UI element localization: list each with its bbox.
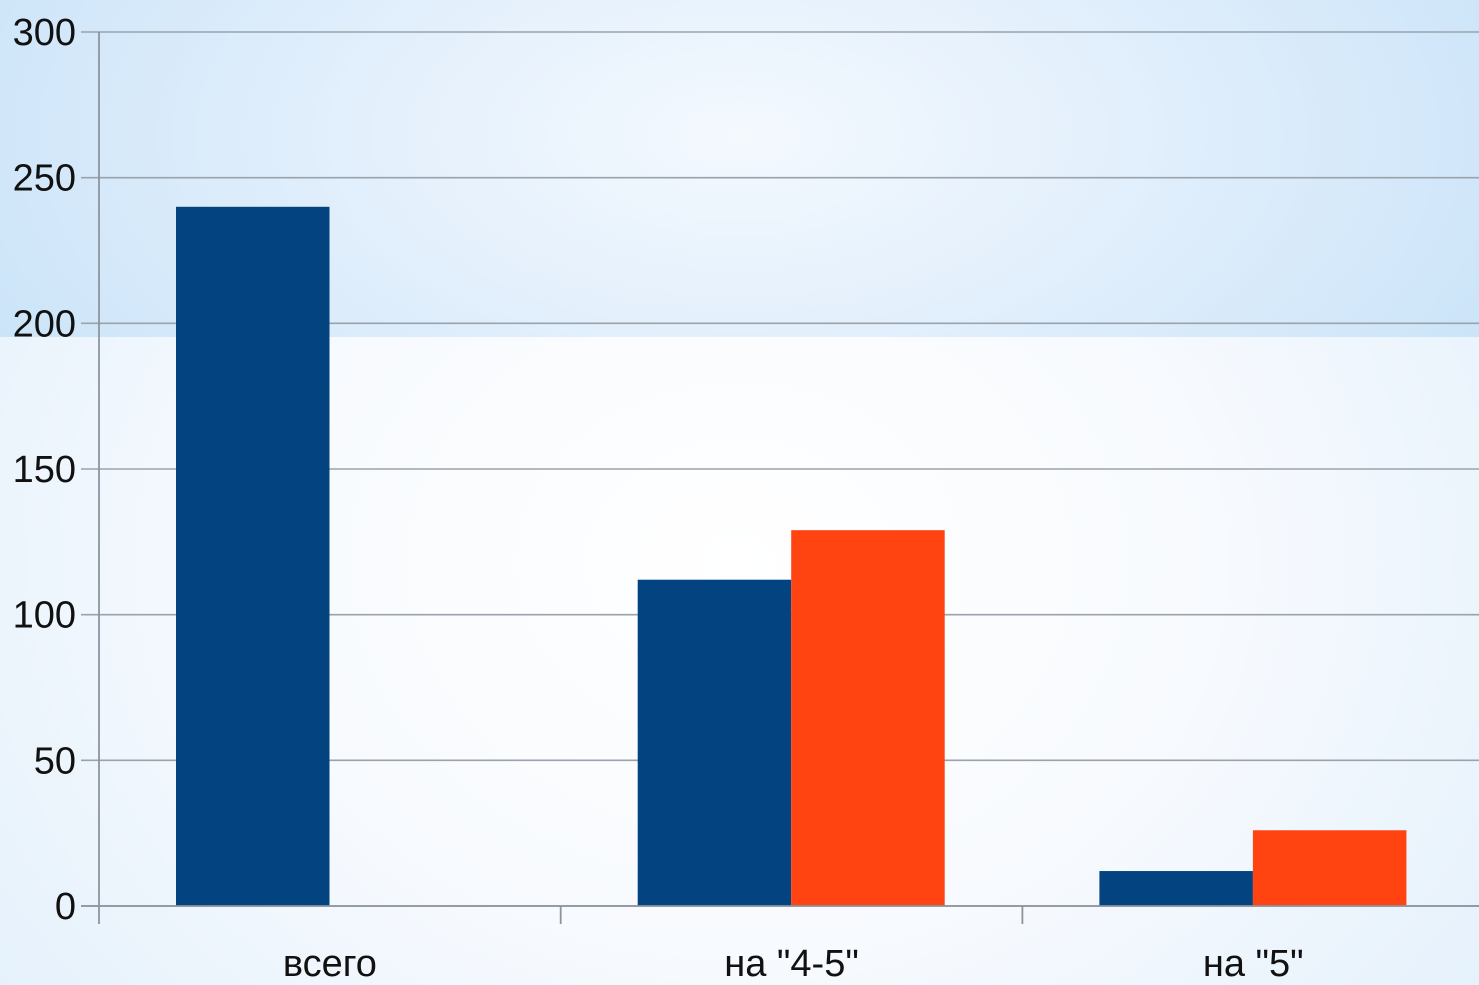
- x-category-label: на "5": [1203, 943, 1304, 985]
- axis-labels: 0 50 100 150 200 250 300 всего на "4-5" на "5": [13, 12, 1304, 985]
- bar-series-1-cat-2: [1099, 871, 1253, 906]
- y-tick-label: 250: [13, 158, 76, 200]
- y-tick-label: 0: [55, 886, 76, 928]
- y-tick-label: 150: [13, 449, 76, 491]
- y-tick-label: 200: [13, 303, 76, 345]
- axes: [81, 32, 1479, 924]
- bar-series-1-cat-0: [176, 206, 330, 907]
- y-tick-label: 100: [13, 595, 76, 637]
- bar-series-2-cat-2: [1252, 830, 1407, 906]
- y-tick-label: 300: [13, 12, 76, 54]
- x-category-label: на "4-5": [724, 943, 859, 985]
- bar-series-1-cat-1: [637, 579, 792, 906]
- y-tick-label: 50: [34, 740, 76, 782]
- bars: [176, 206, 1407, 907]
- bar-series-2-cat-1: [791, 530, 945, 906]
- x-category-label: всего: [283, 943, 377, 985]
